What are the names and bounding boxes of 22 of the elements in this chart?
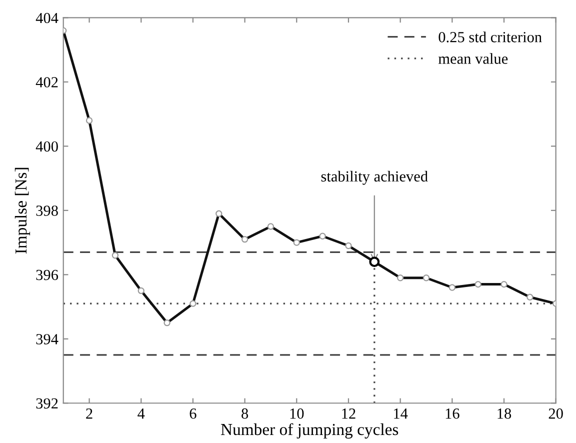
annotation: stability achieved <box>321 170 428 185</box>
x-tick-label: 10 <box>290 408 304 419</box>
y-tick-label: 392 <box>36 398 58 409</box>
x-tick-label: 2 <box>86 408 92 419</box>
y-tick-label: 398 <box>36 206 58 216</box>
x-tick-label: 6 <box>190 408 196 419</box>
y-tick-label: 394 <box>36 334 58 344</box>
x-tick-label: 8 <box>242 408 248 419</box>
x-axis-title: Number of jumping cycles <box>220 423 398 439</box>
y-tick-label: 402 <box>36 77 58 88</box>
y-tick-label: 404 <box>36 12 58 24</box>
x-tick-label: 12 <box>342 408 356 419</box>
y-tick-label: 396 <box>36 270 58 280</box>
y-axis-title: Impulse [Ns] <box>14 168 30 254</box>
x-tick-label: 16 <box>446 408 460 419</box>
x-tick-label: 20 <box>548 408 563 419</box>
x-tick-label: 4 <box>138 408 145 419</box>
legend-label: 0.25 std criterion <box>438 32 542 42</box>
x-tick-label: 18 <box>498 408 512 419</box>
legend-label: mean value <box>438 53 508 64</box>
x-tick-label: 14 <box>394 408 408 419</box>
y-tick-label: 400 <box>36 141 58 152</box>
